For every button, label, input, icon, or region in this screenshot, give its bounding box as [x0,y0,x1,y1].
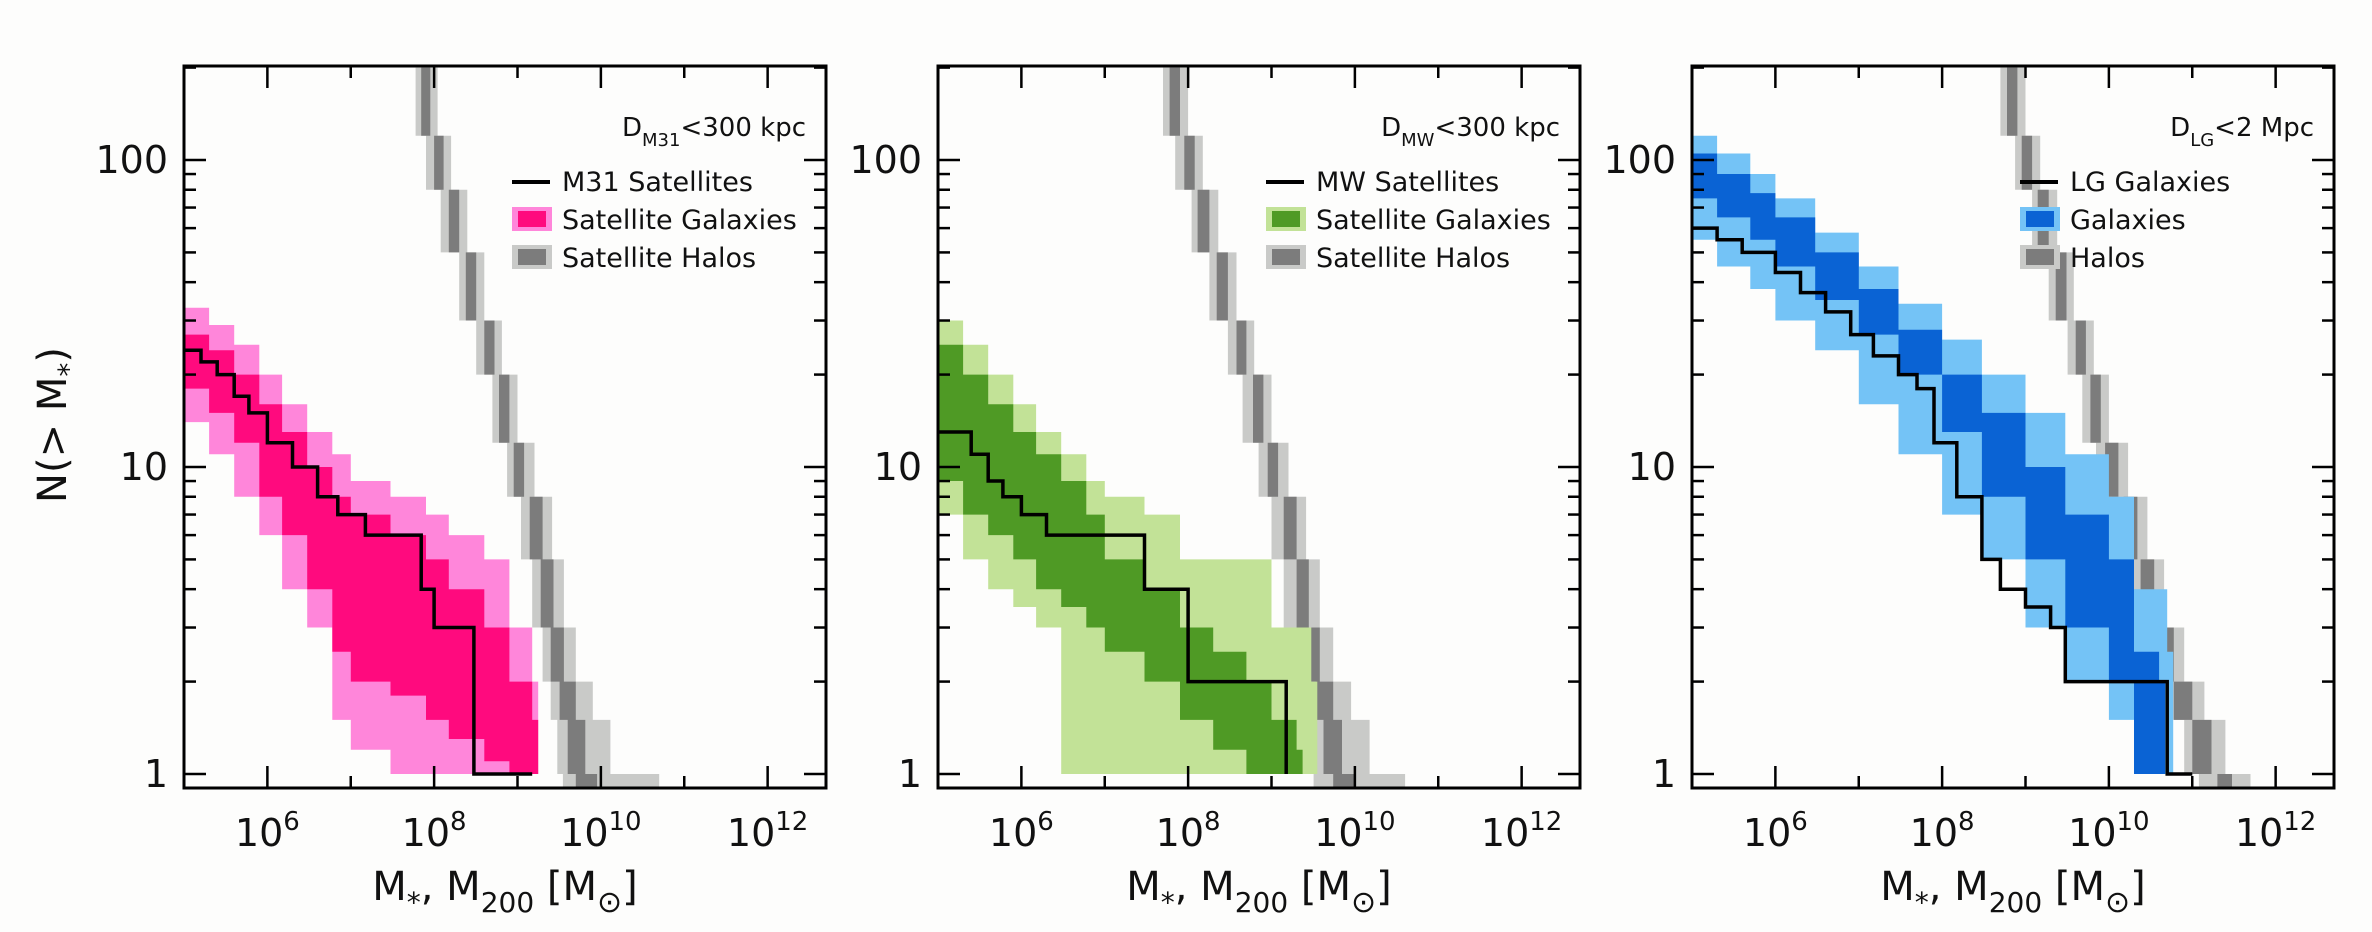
x-axis-label: M*, M200 [M⊙] [1126,864,1392,920]
legend-label: Satellite Galaxies [562,205,797,236]
distance-annotation: DLG<2 Mpc [2170,113,2314,151]
x-tick-label: 1012 [1481,807,1562,855]
legend-label: M31 Satellites [562,167,753,198]
x-tick-label: 1010 [1314,807,1395,855]
y-tick-label: 1 [144,752,168,796]
legend-label: Satellite Galaxies [1316,205,1551,236]
legend-swatch-inner [518,211,546,227]
x-axis-label: M*, M200 [M⊙] [1880,864,2146,920]
axes-frame [936,64,1582,790]
galaxy-band-inner [938,344,1303,774]
y-tick-label: 1 [1652,752,1676,796]
x-tick-label: 1010 [560,807,641,855]
y-tick-label: 100 [849,138,922,182]
halo-band-inner [421,67,598,788]
plot-area [184,67,660,788]
y-tick-label: 100 [95,138,168,182]
y-tick-label: 10 [1628,445,1676,489]
x-tick-label: 108 [402,807,467,855]
y-tick-label: 10 [120,445,168,489]
panel-1: 106 108 1010 1012 1 10 100 M*, M200 [M⊙] DM31<30… [95,64,828,920]
galaxy-band-outer [1692,135,2174,774]
legend-label: MW Satellites [1316,167,1499,198]
legend-label: Galaxies [2070,205,2186,236]
panel-2: 106 108 1010 1012 1 10 100 M*, M200 [M⊙] DMW<300… [849,64,1582,920]
distance-annotation: DM31<300 kpc [622,113,806,151]
x-tick-label: 106 [235,807,300,855]
x-axis-label: M*, M200 [M⊙] [372,864,638,920]
galaxy-band-inner [1692,153,2166,774]
x-tick-label: 108 [1910,807,1975,855]
legend-swatch-inner [1272,249,1300,265]
x-tick-label: 1012 [727,807,808,855]
y-tick-label: 10 [874,445,922,489]
halo-band-inner [1169,67,1355,788]
legend-label: Satellite Halos [562,243,756,274]
distance-annotation: DMW<300 kpc [1381,113,1560,151]
x-tick-label: 1012 [2235,807,2316,855]
observed-line [184,348,533,776]
legend-swatch-inner [1272,211,1300,227]
halo-band-inner [2007,67,2232,788]
plot-area [938,67,1406,788]
axes-frame [1690,64,2336,790]
panel-3: 106 108 1010 1012 1 10 100 M*, M200 [M⊙] DLG<2 M… [1603,64,2336,920]
x-tick-label: 106 [1743,807,1808,855]
observed-line [938,430,1288,774]
axes-frame [182,64,828,790]
y-tick-label: 1 [898,752,922,796]
plot-area [1692,67,2251,788]
legend-label: Halos [2070,243,2145,274]
x-tick-label: 1010 [2068,807,2149,855]
legend-swatch-inner [2026,249,2054,265]
x-tick-label: 106 [989,807,1054,855]
y-tick-label: 100 [1603,138,1676,182]
legend-swatch-inner [518,249,546,265]
observed-line [1692,226,2193,776]
x-tick-label: 108 [1156,807,1221,855]
legend-swatch-inner [2026,211,2054,227]
legend-label: Satellite Halos [1316,243,1510,274]
y-axis-label: N(> M*) [30,347,85,503]
legend-label: LG Galaxies [2070,167,2230,198]
